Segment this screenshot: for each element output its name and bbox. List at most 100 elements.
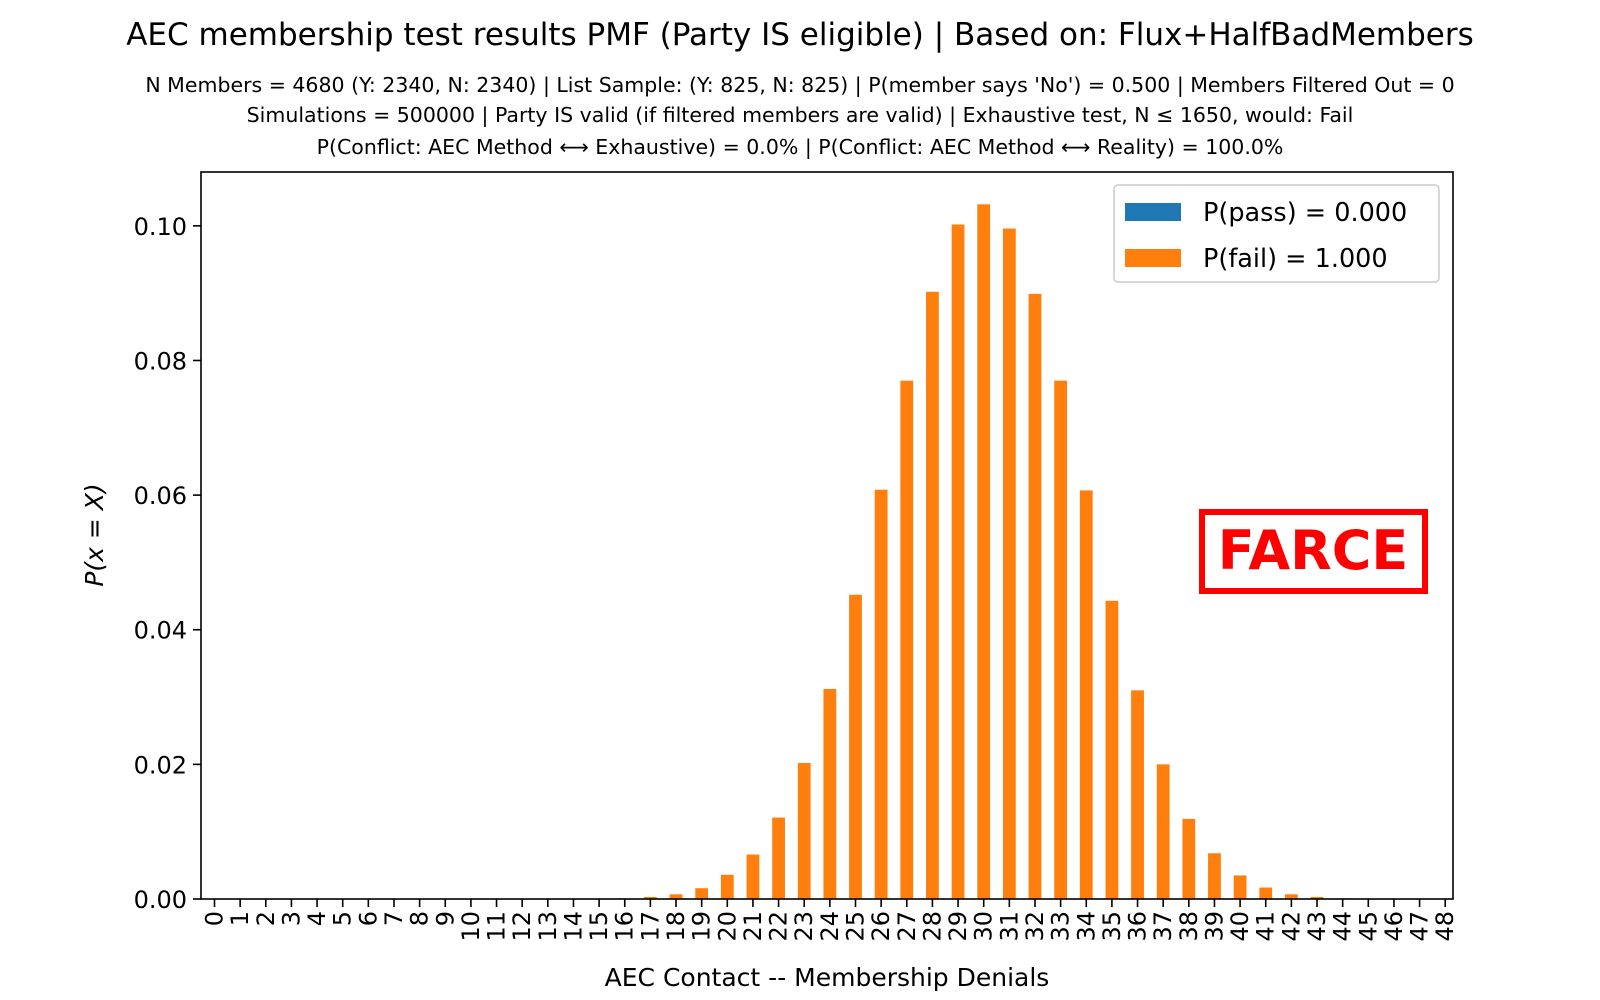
bar-fail-30 [977, 204, 991, 899]
x-tick-label: 3 [277, 911, 305, 926]
y-axis: 0.00 0.02 0.04 0.06 0.08 0.10 [134, 213, 201, 914]
x-tick-label: 15 [585, 911, 613, 942]
x-tick-label: 27 [893, 911, 921, 942]
x-tick-label: 8 [406, 911, 434, 926]
bar-fail-37 [1156, 764, 1170, 899]
x-tick-label: 33 [1047, 911, 1075, 942]
bar-fail-24 [823, 688, 837, 899]
bar-fail-33 [1054, 380, 1068, 899]
x-tick-label: 39 [1200, 911, 1228, 942]
bar-fail-29 [951, 224, 965, 899]
bar-fail-42 [1284, 894, 1298, 899]
x-tick-label: 42 [1277, 911, 1305, 942]
x-tick-label: 6 [354, 911, 382, 926]
x-tick-label: 12 [508, 911, 536, 942]
x-tick-label: 29 [944, 911, 972, 942]
x-tick-label: 40 [1226, 911, 1254, 942]
legend-box [1113, 184, 1440, 283]
x-tick-label: 13 [534, 911, 562, 942]
bar-fail-18 [669, 894, 683, 899]
x-tick-label: 7 [380, 911, 408, 926]
chart-subtitle-line-3: P(Conflict: AEC Method ⟷ Exhaustive) = 0… [317, 135, 1284, 160]
x-tick-label: 25 [842, 911, 870, 942]
y-tick-label: 0.04 [134, 617, 187, 645]
bar-fail-40 [1233, 875, 1247, 899]
bar-fail-27 [900, 380, 914, 899]
chart-title: AEC membership test results PMF (Party I… [126, 17, 1474, 53]
x-tick-label: 4 [303, 911, 331, 926]
x-tick-label: 10 [457, 911, 485, 942]
x-axis-label: AEC Contact -- Membership Denials [605, 963, 1050, 992]
x-tick-label: 48 [1431, 911, 1459, 942]
x-tick-label: 22 [765, 911, 793, 942]
legend-label-pass: P(pass) = 0.000 [1203, 198, 1407, 228]
x-tick-label: 38 [1175, 911, 1203, 942]
x-tick-label: 11 [483, 911, 511, 942]
x-tick-label: 2 [252, 911, 280, 926]
legend-swatch-fail [1125, 249, 1181, 267]
bar-fail-20 [720, 874, 734, 899]
bar-fail-26 [874, 489, 888, 899]
x-tick-label: 20 [713, 911, 741, 942]
bar-fail-36 [1131, 690, 1144, 899]
x-tick-label: 26 [867, 911, 895, 942]
x-tick-label: 19 [688, 911, 716, 942]
bar-fail-23 [797, 763, 811, 899]
bar-fail-31 [1002, 228, 1016, 900]
x-tick-label: 46 [1380, 911, 1408, 942]
x-tick-label: 37 [1149, 911, 1177, 942]
bar-fail-28 [926, 291, 939, 899]
bar-fail-17 [643, 896, 657, 899]
y-tick-label: 0.06 [134, 482, 187, 510]
x-tick-label: 28 [918, 911, 946, 942]
x-tick-label: 43 [1303, 911, 1331, 942]
x-tick-label: 41 [1252, 911, 1280, 942]
y-axis-label: P(x = X) [80, 483, 109, 586]
x-tick-label: 30 [970, 911, 998, 942]
x-tick-label: 17 [636, 911, 664, 942]
x-tick-label: 1 [226, 911, 254, 926]
bar-fail-34 [1079, 490, 1093, 899]
chart-subtitle-line-1: N Members = 4680 (Y: 2340, N: 2340) | Li… [145, 73, 1454, 98]
bar-fail-38 [1182, 818, 1196, 899]
x-tick-label: 9 [431, 911, 459, 926]
x-tick-label: 47 [1406, 911, 1434, 942]
legend-label-fail: P(fail) = 1.000 [1203, 244, 1388, 274]
bars-group [618, 204, 1350, 900]
y-tick-label: 0.02 [134, 751, 187, 779]
x-tick-label: 18 [662, 911, 690, 942]
legend-swatch-pass [1125, 203, 1181, 221]
x-tick-label: 36 [1124, 911, 1152, 942]
y-tick-label: 0.08 [134, 347, 187, 375]
bar-fail-22 [772, 817, 785, 899]
bar-fail-25 [849, 594, 862, 899]
bar-fail-43 [1310, 896, 1324, 899]
bar-fail-39 [1208, 853, 1221, 899]
chart-subtitle-line-2: Simulations = 500000 | Party IS valid (i… [247, 103, 1354, 128]
bar-fail-21 [746, 854, 760, 899]
farce-box [1199, 509, 1428, 594]
bar-fail-32 [1028, 293, 1042, 900]
bar-fail-19 [695, 888, 709, 899]
x-tick-label: 5 [329, 911, 357, 926]
x-tick-label: 35 [1098, 911, 1126, 942]
bar-fail-41 [1259, 887, 1273, 899]
x-tick-label: 32 [1021, 911, 1049, 942]
x-tick-label: 44 [1329, 911, 1357, 942]
x-tick-label: 34 [1072, 911, 1100, 942]
x-tick-label: 21 [739, 911, 767, 942]
x-tick-label: 45 [1354, 911, 1382, 942]
y-tick-label: 0.10 [134, 213, 187, 241]
x-tick-label: 23 [790, 911, 818, 942]
x-tick-label: 0 [201, 911, 229, 926]
farce-stamp: FARCE [1199, 509, 1428, 594]
x-tick-label: 24 [816, 911, 844, 942]
x-tick-label: 16 [611, 911, 639, 942]
legend: P(pass) = 0.000 P(fail) = 1.000 [1113, 184, 1440, 283]
x-tick-label: 31 [995, 911, 1023, 942]
bar-fail-35 [1105, 600, 1119, 899]
plot-frame [200, 171, 1454, 900]
farce-label: FARCE [1218, 519, 1409, 582]
x-tick-label: 14 [559, 911, 587, 942]
